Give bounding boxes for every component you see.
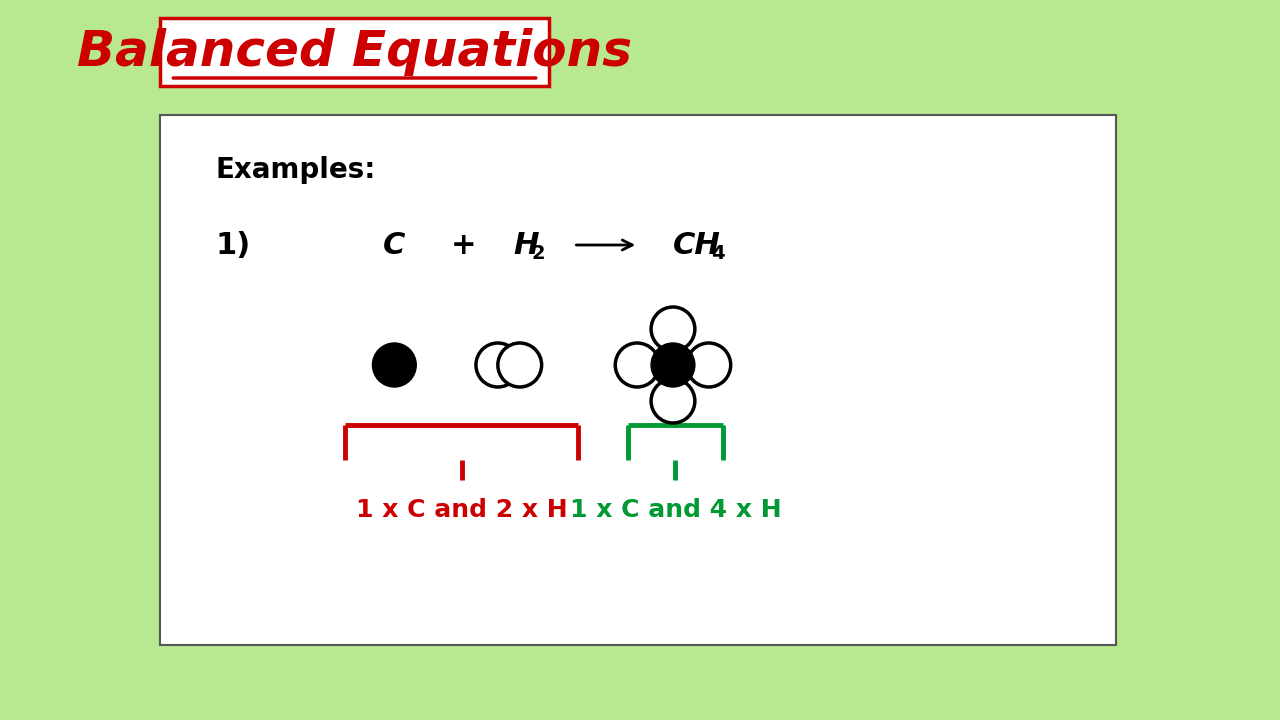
Circle shape (687, 343, 731, 387)
FancyBboxPatch shape (160, 115, 1116, 645)
Circle shape (652, 307, 695, 351)
Text: CH: CH (673, 230, 721, 259)
Circle shape (652, 343, 695, 387)
Circle shape (372, 343, 416, 387)
Text: 2: 2 (531, 243, 545, 263)
Text: H: H (513, 230, 539, 259)
Text: 1 x C and 4 x H: 1 x C and 4 x H (570, 498, 781, 522)
Circle shape (616, 343, 659, 387)
Text: Examples:: Examples: (215, 156, 375, 184)
FancyBboxPatch shape (160, 18, 549, 86)
Text: 1 x C and 2 x H: 1 x C and 2 x H (356, 498, 567, 522)
Text: Balanced Equations: Balanced Equations (77, 28, 632, 76)
Circle shape (476, 343, 520, 387)
Text: 4: 4 (710, 243, 724, 263)
Text: +: + (451, 230, 477, 259)
Circle shape (498, 343, 541, 387)
Circle shape (652, 379, 695, 423)
Text: 1): 1) (215, 230, 251, 259)
Text: C: C (383, 230, 406, 259)
